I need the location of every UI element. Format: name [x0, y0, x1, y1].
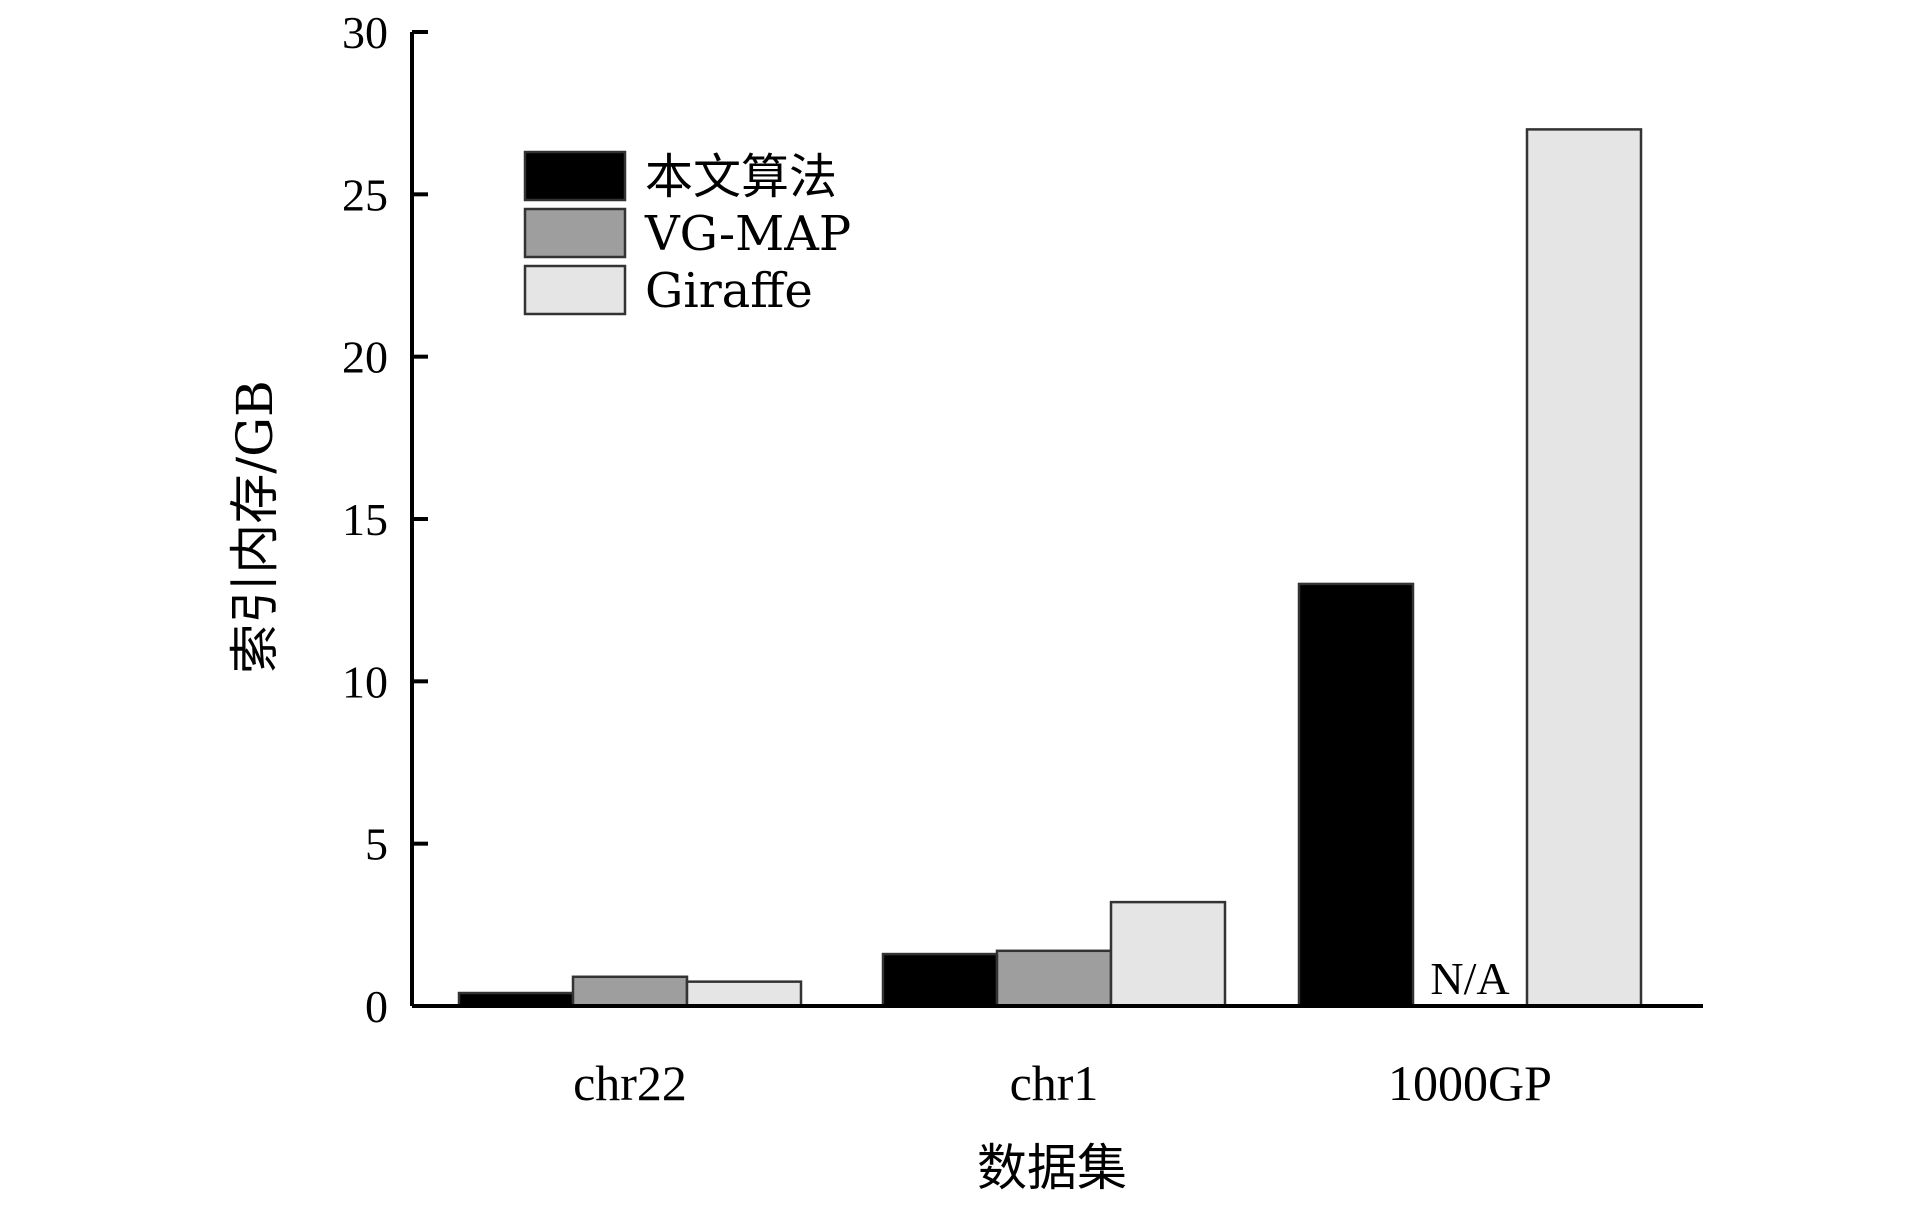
y-tick-label: 25: [342, 169, 388, 220]
y-tick-label: 20: [342, 332, 388, 383]
legend-swatch: [523, 207, 627, 259]
annotations: N/A: [1430, 953, 1509, 1004]
x-tick-label: 1000GP: [1388, 1055, 1552, 1111]
bar-Giraffe-1000GP: [1525, 128, 1643, 1008]
bar-VG-MAP-chr22: [571, 975, 689, 1008]
bar-VG-MAP-chr1: [995, 949, 1113, 1008]
y-tick-label: 15: [342, 494, 388, 545]
x-axis-title: 数据集: [977, 1139, 1127, 1197]
bars-layer: [457, 128, 1643, 1008]
y-tick-label: 10: [342, 656, 388, 707]
legend-label: VG-MAP: [644, 206, 851, 262]
bar-Giraffe-chr1: [1109, 900, 1227, 1008]
y-axis-title: 索引内存/GB: [226, 380, 284, 674]
y-tick-label: 0: [365, 981, 388, 1032]
na-annotation: N/A: [1430, 953, 1509, 1004]
legend-swatch: [523, 264, 627, 316]
legend-label: Giraffe: [645, 263, 813, 319]
y-tick-label: 5: [365, 819, 388, 870]
bar-Giraffe-chr22: [685, 980, 803, 1008]
x-tick-label: chr22: [573, 1055, 687, 1111]
legend-label: 本文算法: [645, 149, 837, 205]
x-axis: chr22 chr1 1000GP: [412, 1004, 1703, 1111]
bar-本文算法-1000GP: [1297, 582, 1415, 1008]
bar-本文算法-chr1: [881, 952, 999, 1008]
legend-swatch: [523, 150, 627, 202]
y-tick-label: 30: [342, 7, 388, 58]
x-tick-label: chr1: [1010, 1055, 1099, 1111]
y-axis: 0 5 10 15 20 25 30: [342, 7, 428, 1032]
